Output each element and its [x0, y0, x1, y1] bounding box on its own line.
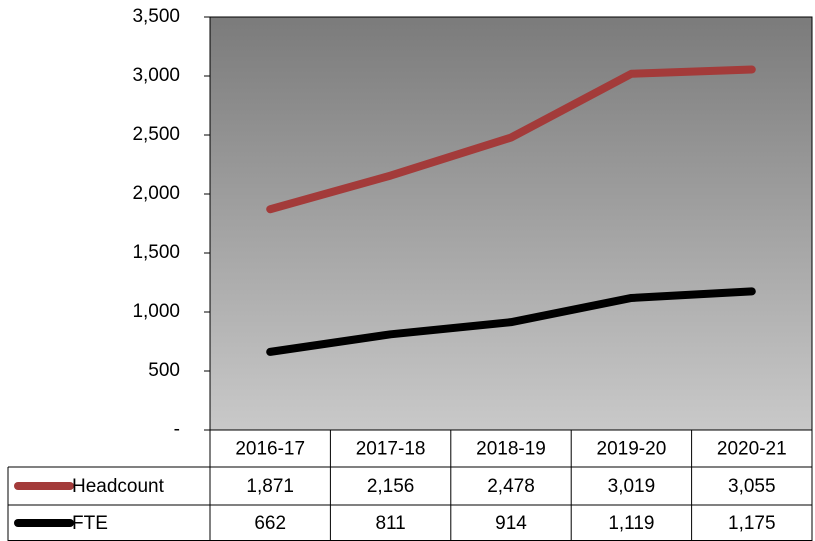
y-tick-label: 500 — [148, 360, 180, 381]
legend-label: Headcount — [72, 476, 165, 497]
table-value: 914 — [495, 513, 527, 534]
table-value: 3,055 — [728, 476, 776, 497]
table-value: 2,478 — [487, 476, 535, 497]
y-tick-label: 3,000 — [132, 65, 180, 86]
x-tick-label: 2017-18 — [356, 439, 426, 460]
plot-area — [209, 16, 813, 431]
y-tick-label: 1,000 — [132, 301, 180, 322]
x-tick-label: 2018-19 — [476, 439, 546, 460]
y-tick-label: - — [174, 419, 180, 440]
table-value: 3,019 — [608, 476, 656, 497]
y-tick-label: 2,500 — [132, 124, 180, 145]
series-line — [266, 287, 756, 356]
table-value: 2,156 — [367, 476, 415, 497]
x-tick-label: 2016-17 — [235, 439, 305, 460]
x-tick-label: 2019-20 — [597, 439, 667, 460]
legend-label: FTE — [72, 513, 108, 534]
table-value: 1,871 — [246, 476, 294, 497]
y-tick-label: 1,500 — [132, 242, 180, 263]
y-tick-label: 2,000 — [132, 183, 180, 204]
table-value: 811 — [375, 513, 405, 534]
y-tick-label: 3,500 — [132, 6, 180, 27]
table-value: 1,175 — [728, 513, 776, 534]
table-value: 1,119 — [608, 513, 654, 534]
table-value: 662 — [254, 513, 286, 534]
series-line — [266, 65, 756, 214]
x-tick-label: 2020-21 — [717, 439, 787, 460]
